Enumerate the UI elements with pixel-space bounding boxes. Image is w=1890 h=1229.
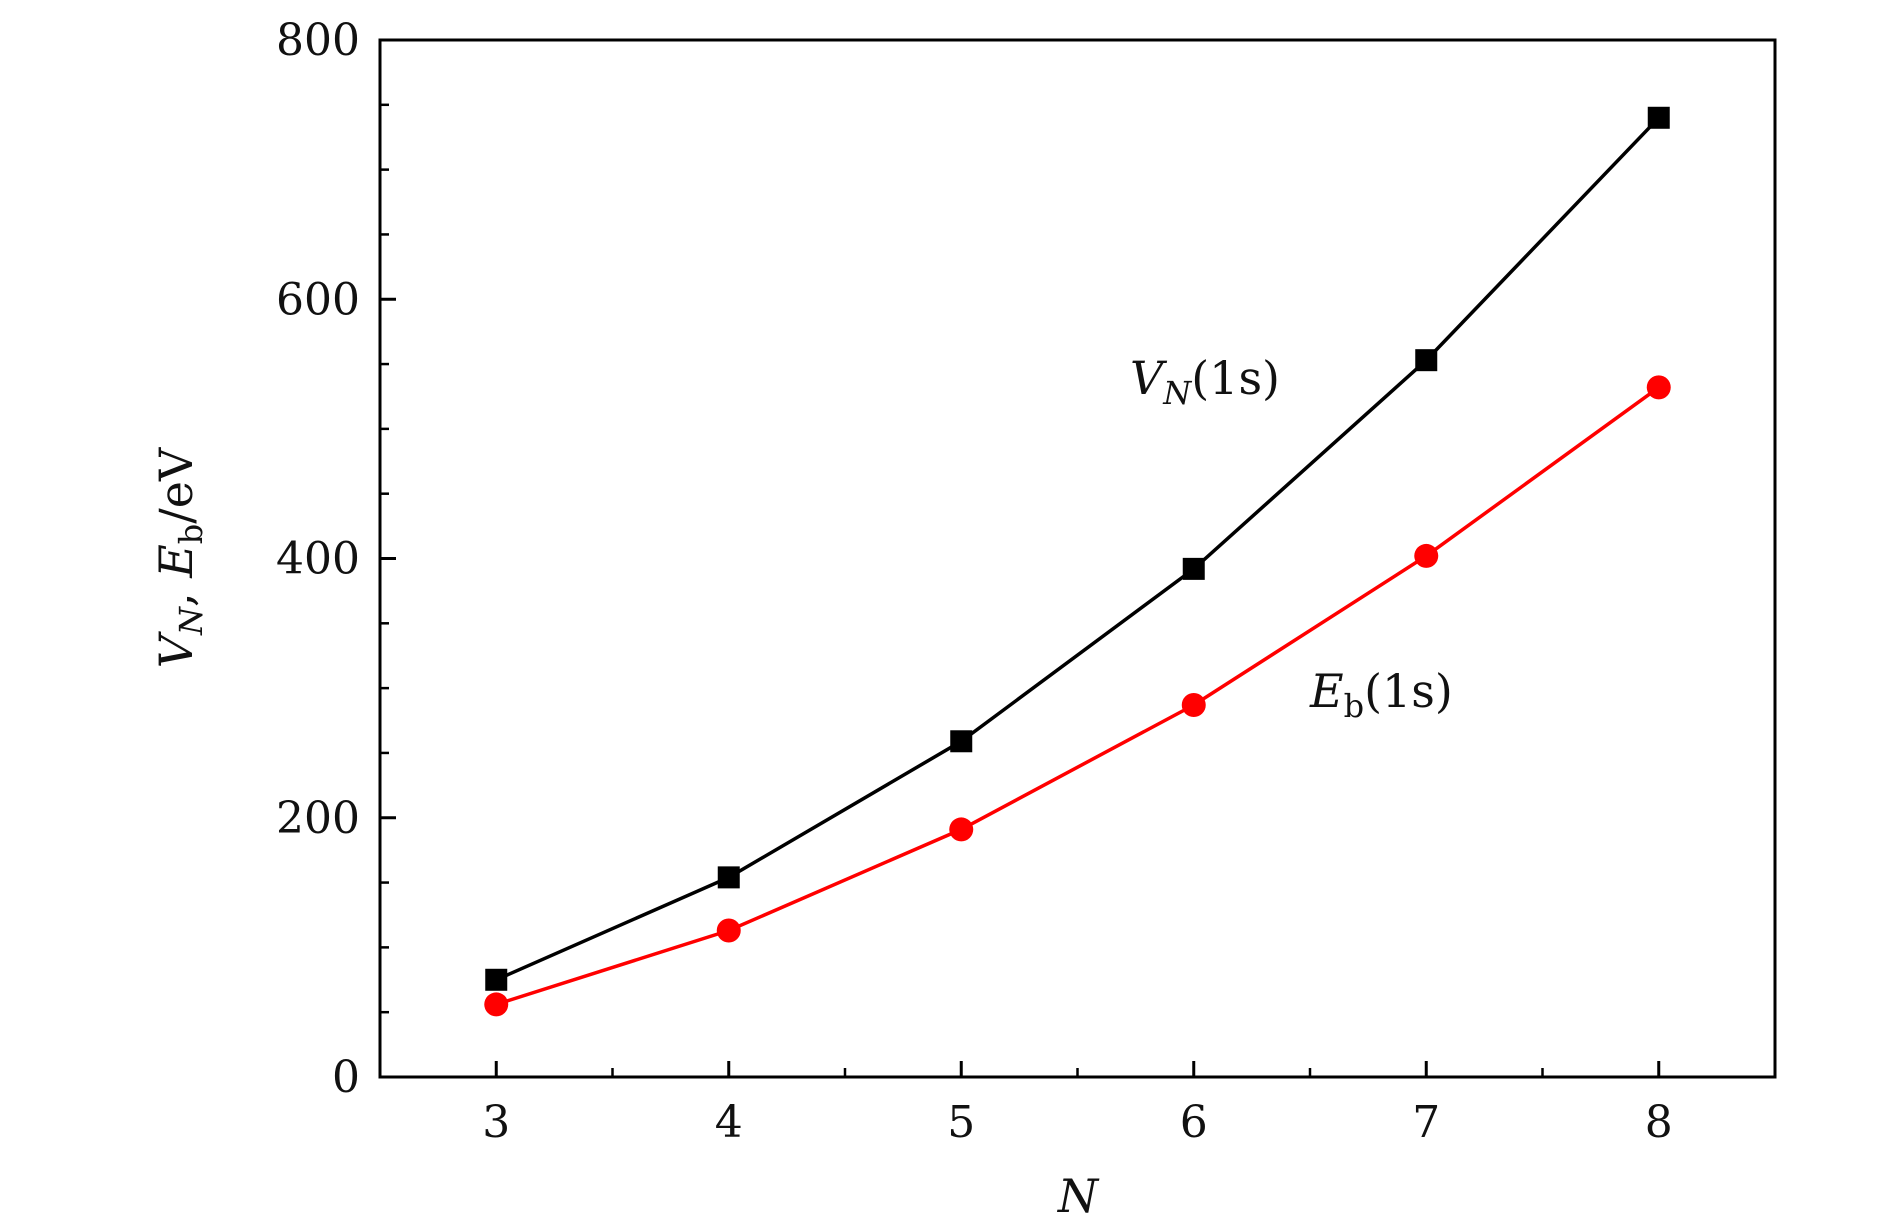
data-point: [950, 730, 973, 753]
y-axis-title: VN, Eb/eV: [149, 447, 210, 668]
text-part: (1s): [1364, 664, 1453, 718]
text-part: N: [1162, 374, 1192, 412]
text-part: E: [149, 544, 203, 579]
data-point: [1646, 375, 1671, 400]
data-point: [1182, 557, 1205, 580]
data-point: [1415, 349, 1438, 372]
data-point: [1414, 543, 1439, 568]
series-layer: [484, 106, 1671, 1017]
y-tick-label: 0: [332, 1052, 360, 1103]
data-point: [485, 968, 508, 991]
data-point: [717, 866, 740, 889]
series-annotations: VN(1s)Eb(1s): [1130, 351, 1453, 725]
x-tick-label: 3: [482, 1097, 510, 1148]
data-point: [1181, 692, 1206, 717]
y-tick-label: 200: [276, 793, 360, 844]
series-0: [485, 106, 1670, 991]
y-tick-label: 600: [276, 274, 360, 325]
series-line: [495, 116, 1661, 982]
series-annotation: VN(1s): [1130, 351, 1280, 412]
x-axis-title: N: [1057, 1169, 1100, 1223]
x-tick-label: 7: [1412, 1097, 1440, 1148]
plot-frame: [378, 38, 1777, 1079]
text-part: V: [1130, 351, 1168, 405]
series-line: [495, 385, 1660, 1007]
data-point: [716, 918, 741, 943]
text-part: V: [149, 630, 203, 668]
data-point: [1647, 106, 1670, 129]
axis-ticks: [380, 38, 1661, 1079]
x-tick-label: 8: [1645, 1097, 1673, 1148]
text-part: (1s): [1191, 351, 1280, 405]
text-part: /eV: [149, 447, 203, 524]
series-annotation: Eb(1s): [1309, 664, 1453, 725]
data-point: [484, 992, 509, 1017]
text-part: b: [1344, 687, 1364, 725]
text-part: E: [1309, 664, 1344, 718]
data-point: [949, 817, 974, 842]
series-1: [484, 375, 1671, 1017]
text-part: b: [172, 524, 210, 544]
x-tick-label: 4: [715, 1097, 743, 1148]
x-tick-label: 6: [1180, 1097, 1208, 1148]
y-tick-label: 400: [276, 534, 360, 585]
text-part: ,: [149, 578, 203, 607]
x-tick-label: 5: [947, 1097, 975, 1148]
tick-labels: 3 4 5 6 7 8 0 200 400 600 800: [276, 15, 1673, 1148]
text-part: N: [172, 606, 210, 636]
y-tick-label: 800: [276, 15, 360, 66]
